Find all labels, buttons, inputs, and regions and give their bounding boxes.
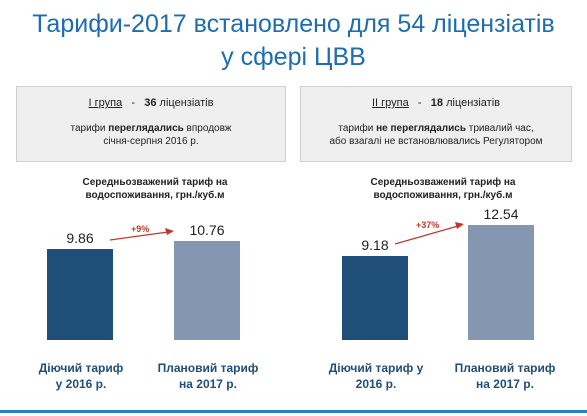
chart-2-category-current-line-1: Діючий тариф у xyxy=(328,361,424,375)
group-2-name: II група xyxy=(372,97,409,109)
chart-1-category-planned: Плановий тариф на 2017 р. xyxy=(143,360,273,392)
chart-1-value-planned: 10.76 xyxy=(189,222,225,238)
group-2-desc-bold: не переглядались xyxy=(376,123,467,134)
group-1-desc-line-2: січня-серпня 2016 р. xyxy=(103,136,199,147)
chart-1-category-current-line-2: у 2016 р. xyxy=(55,377,107,391)
chart-2-title-line-1: Середньозважений тариф на xyxy=(370,177,516,188)
group-2-header: II група - 18 ліцензіатів xyxy=(301,97,571,109)
chart-1-title-line-1: Середньозважений тариф на xyxy=(82,177,228,188)
chart-1-category-current-line-1: Діючий тариф xyxy=(38,361,124,375)
chart-2-category-planned-line-1: Плановий тариф xyxy=(454,361,556,375)
page-title-line-1: Тарифи-2017 встановлено для 54 ліцензіат… xyxy=(32,10,555,38)
chart-1-title: Середньозважений тариф на водоспоживання… xyxy=(40,176,270,202)
chart-1-category-planned-line-2: на 2017 р. xyxy=(179,377,237,391)
chart-2-title-line-2: водоспоживання, грн./куб.м xyxy=(373,190,513,201)
chart-1-title-line-2: водоспоживання, грн./куб.м xyxy=(85,190,225,201)
chart-2-title: Середньозважений тариф на водоспоживання… xyxy=(328,176,558,202)
group-1-count: 36 xyxy=(144,97,157,109)
group-1-desc-bold: переглядались xyxy=(108,123,184,134)
chart-2-increase-label: +37% xyxy=(416,220,440,230)
chart-2-category-planned: Плановий тариф на 2017 р. xyxy=(440,360,570,392)
group-1-count-suffix: ліцензіатів xyxy=(159,97,214,109)
group-1-name: I група xyxy=(88,97,123,109)
group-1-header: I група - 36 ліцензіатів xyxy=(17,97,285,109)
page-title-line-2: у сфері ЦВВ xyxy=(221,43,366,71)
bottom-accent-line xyxy=(0,410,587,413)
chart-1-bar-current xyxy=(47,249,113,340)
group-2-box: II група - 18 ліцензіатів тарифи не пере… xyxy=(300,86,572,162)
group-2-description: тарифи не переглядались тривалий час, аб… xyxy=(301,122,571,148)
chart-2-bar-current xyxy=(342,255,408,340)
group-1-box: I група - 36 ліцензіатів тарифи перегляд… xyxy=(16,86,286,162)
chart-1-bar-planned xyxy=(174,241,240,340)
group-2-desc-post: тривалий час, xyxy=(466,123,534,134)
chart-2-bar-planned xyxy=(468,224,534,340)
chart-2-category-planned-line-2: на 2017 р. xyxy=(476,377,534,391)
group-1-dash: - xyxy=(131,97,136,109)
chart-1-category-current: Діючий тариф у 2016 р. xyxy=(16,360,146,392)
group-1-desc-post: впродовж xyxy=(183,123,232,134)
chart-1-category-planned-line-1: Плановий тариф xyxy=(157,361,259,375)
group-2-desc-line-2: або взагалі не встановлювались Регулятор… xyxy=(329,136,543,147)
chart-2-value-planned: 12.54 xyxy=(483,205,519,222)
chart-1-increase-label: +9% xyxy=(131,224,150,234)
chart-2-category-current-line-2: 2016 р. xyxy=(355,377,397,391)
group-2-dash: - xyxy=(417,97,422,109)
chart-2-category-current: Діючий тариф у 2016 р. xyxy=(311,360,441,392)
group-2-desc-pre: тарифи xyxy=(338,123,377,134)
group-1-description: тарифи переглядались впродовж січня-серп… xyxy=(17,122,285,148)
group-2-count-suffix: ліцензіатів xyxy=(446,97,500,109)
chart-1-value-current: 9.86 xyxy=(66,230,94,247)
chart-2-value-current: 9.18 xyxy=(361,236,389,253)
group-2-count: 18 xyxy=(430,97,444,109)
group-1-desc-pre: тарифи xyxy=(70,123,109,134)
